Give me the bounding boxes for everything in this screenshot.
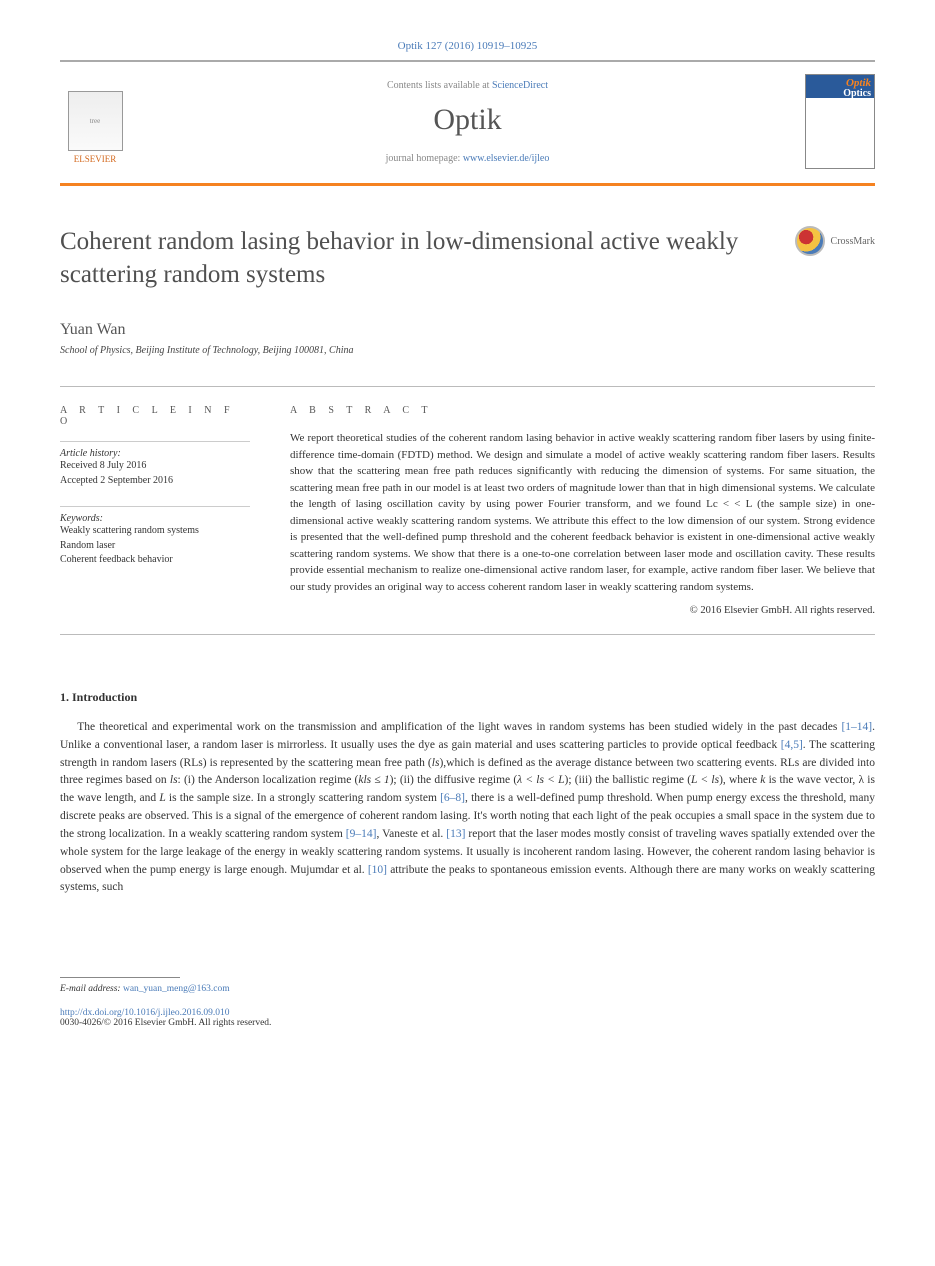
keyword: Random laser <box>60 539 250 554</box>
intro-paragraph: The theoretical and experimental work on… <box>60 719 875 897</box>
article-info-heading: a r t i c l e i n f o <box>60 405 250 427</box>
abstract-heading: a b s t r a c t <box>290 405 875 416</box>
ref-link[interactable]: [10] <box>368 864 387 876</box>
text-seg: ), where <box>719 774 760 786</box>
crossmark-label: CrossMark <box>831 236 875 247</box>
email-link[interactable]: wan_yuan_meng@163.com <box>123 984 230 994</box>
contents-prefix: Contents lists available at <box>387 80 492 91</box>
abstract-copyright: © 2016 Elsevier GmbH. All rights reserve… <box>290 605 875 616</box>
keywords-label: Keywords: <box>60 513 250 524</box>
keyword: Weakly scattering random systems <box>60 524 250 539</box>
publisher-logo: tree ELSEVIER <box>60 79 130 164</box>
author-name: Yuan Wan <box>60 321 875 339</box>
contents-line: Contents lists available at ScienceDirec… <box>130 80 805 91</box>
journal-cover-thumb <box>805 74 875 169</box>
regime-expr: L < ls <box>691 774 719 786</box>
article-title: Coherent random lasing behavior in low-d… <box>60 226 775 291</box>
publisher-name: ELSEVIER <box>74 154 117 164</box>
abstract-column: a b s t r a c t We report theoretical st… <box>290 405 875 616</box>
text-seg: The theoretical and experimental work on… <box>77 721 841 733</box>
homepage-link[interactable]: www.elsevier.de/ijleo <box>463 153 550 164</box>
meta-rule <box>60 441 250 442</box>
section-1-heading: 1. Introduction <box>60 690 875 705</box>
journal-header: tree ELSEVIER Contents lists available a… <box>60 66 875 177</box>
ref-link[interactable]: [1–14] <box>841 721 872 733</box>
text-seg: : (i) the Anderson localization regime ( <box>178 774 359 786</box>
article-info-column: a r t i c l e i n f o Article history: R… <box>60 405 250 616</box>
email-line: E-mail address: wan_yuan_meng@163.com <box>60 984 875 994</box>
ref-link[interactable]: [13] <box>446 828 465 840</box>
top-rule <box>60 60 875 62</box>
title-row: Coherent random lasing behavior in low-d… <box>60 226 875 291</box>
text-seg: ); (iii) the ballistic regime ( <box>565 774 692 786</box>
meta-abstract-block: a r t i c l e i n f o Article history: R… <box>60 386 875 635</box>
crossmark-icon <box>795 226 825 256</box>
affiliation: School of Physics, Beijing Institute of … <box>60 345 875 356</box>
citation-line: Optik 127 (2016) 10919–10925 <box>60 40 875 52</box>
abstract-text: We report theoretical studies of the coh… <box>290 430 875 595</box>
regime-expr: kls ≤ 1 <box>358 774 389 786</box>
ref-link[interactable]: [6–8] <box>440 792 465 804</box>
sciencedirect-link[interactable]: ScienceDirect <box>492 80 548 91</box>
regime-expr: λ < ls < L <box>517 774 564 786</box>
text-seg: is the sample size. In a strongly scatte… <box>166 792 440 804</box>
history-received: Received 8 July 2016 <box>60 459 250 474</box>
doi-line: http://dx.doi.org/10.1016/j.ijleo.2016.0… <box>60 1008 875 1018</box>
journal-name: Optik <box>130 103 805 137</box>
ref-link[interactable]: [9–14] <box>346 828 377 840</box>
email-label: E-mail address: <box>60 984 123 994</box>
keyword: Coherent feedback behavior <box>60 553 250 568</box>
header-center: Contents lists available at ScienceDirec… <box>130 80 805 164</box>
footnote-rule <box>60 977 180 978</box>
homepage-line: journal homepage: www.elsevier.de/ijleo <box>130 153 805 164</box>
orange-rule <box>60 183 875 186</box>
homepage-prefix: journal homepage: <box>386 153 463 164</box>
keywords-block: Keywords: Weakly scattering random syste… <box>60 506 250 568</box>
var-ls: ls <box>170 774 178 786</box>
ref-link[interactable]: [4,5] <box>781 739 803 751</box>
doi-link[interactable]: http://dx.doi.org/10.1016/j.ijleo.2016.0… <box>60 1008 230 1018</box>
crossmark-badge[interactable]: CrossMark <box>795 226 875 256</box>
issn-copyright: 0030-4026/© 2016 Elsevier GmbH. All righ… <box>60 1018 875 1028</box>
history-accepted: Accepted 2 September 2016 <box>60 474 250 489</box>
page-footer: E-mail address: wan_yuan_meng@163.com ht… <box>60 977 875 1028</box>
history-label: Article history: <box>60 448 250 459</box>
publisher-tree-icon: tree <box>68 91 123 151</box>
text-seg: ); (ii) the diffusive regime ( <box>390 774 518 786</box>
text-seg: , Vaneste et al. <box>376 828 446 840</box>
meta-rule <box>60 506 250 507</box>
